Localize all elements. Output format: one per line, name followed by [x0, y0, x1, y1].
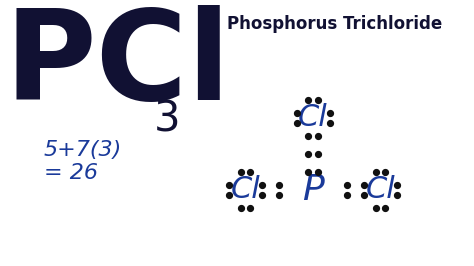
Text: = 26: = 26	[44, 163, 98, 183]
Text: PCl: PCl	[5, 5, 231, 126]
Text: Cl: Cl	[298, 103, 328, 132]
Text: P: P	[302, 173, 324, 207]
Text: Cl: Cl	[230, 176, 260, 205]
Text: 3: 3	[154, 98, 181, 140]
Text: 5+7(3): 5+7(3)	[44, 140, 122, 160]
Text: Cl: Cl	[366, 176, 396, 205]
Text: Phosphorus Trichloride: Phosphorus Trichloride	[227, 15, 442, 33]
